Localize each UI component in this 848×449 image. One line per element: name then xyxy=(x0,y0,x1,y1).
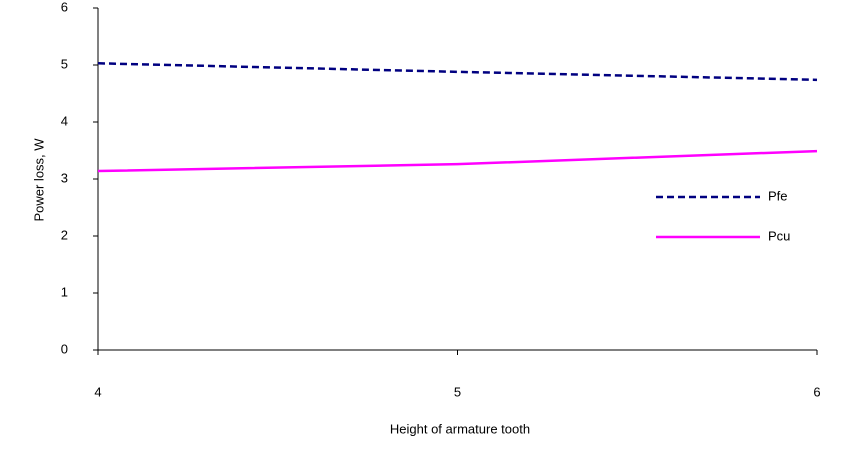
y-tick-label: 4 xyxy=(61,113,68,128)
legend-label: Pfe xyxy=(768,188,788,203)
y-tick-label: 2 xyxy=(61,227,68,242)
y-tick-label: 6 xyxy=(61,0,68,14)
x-tick-label: 6 xyxy=(813,384,820,399)
x-tick-label: 4 xyxy=(94,384,101,399)
y-axis-label: Power loss, W xyxy=(31,138,46,222)
legend-label: Pcu xyxy=(768,228,790,243)
x-axis-label: Height of armature tooth xyxy=(390,421,530,436)
y-tick-label: 1 xyxy=(61,284,68,299)
x-tick-label: 5 xyxy=(454,384,461,399)
y-tick-label: 5 xyxy=(61,56,68,71)
y-tick-label: 0 xyxy=(61,341,68,356)
series-line xyxy=(97,149,818,173)
y-tick-label: 3 xyxy=(61,170,68,185)
series-line xyxy=(97,62,818,82)
